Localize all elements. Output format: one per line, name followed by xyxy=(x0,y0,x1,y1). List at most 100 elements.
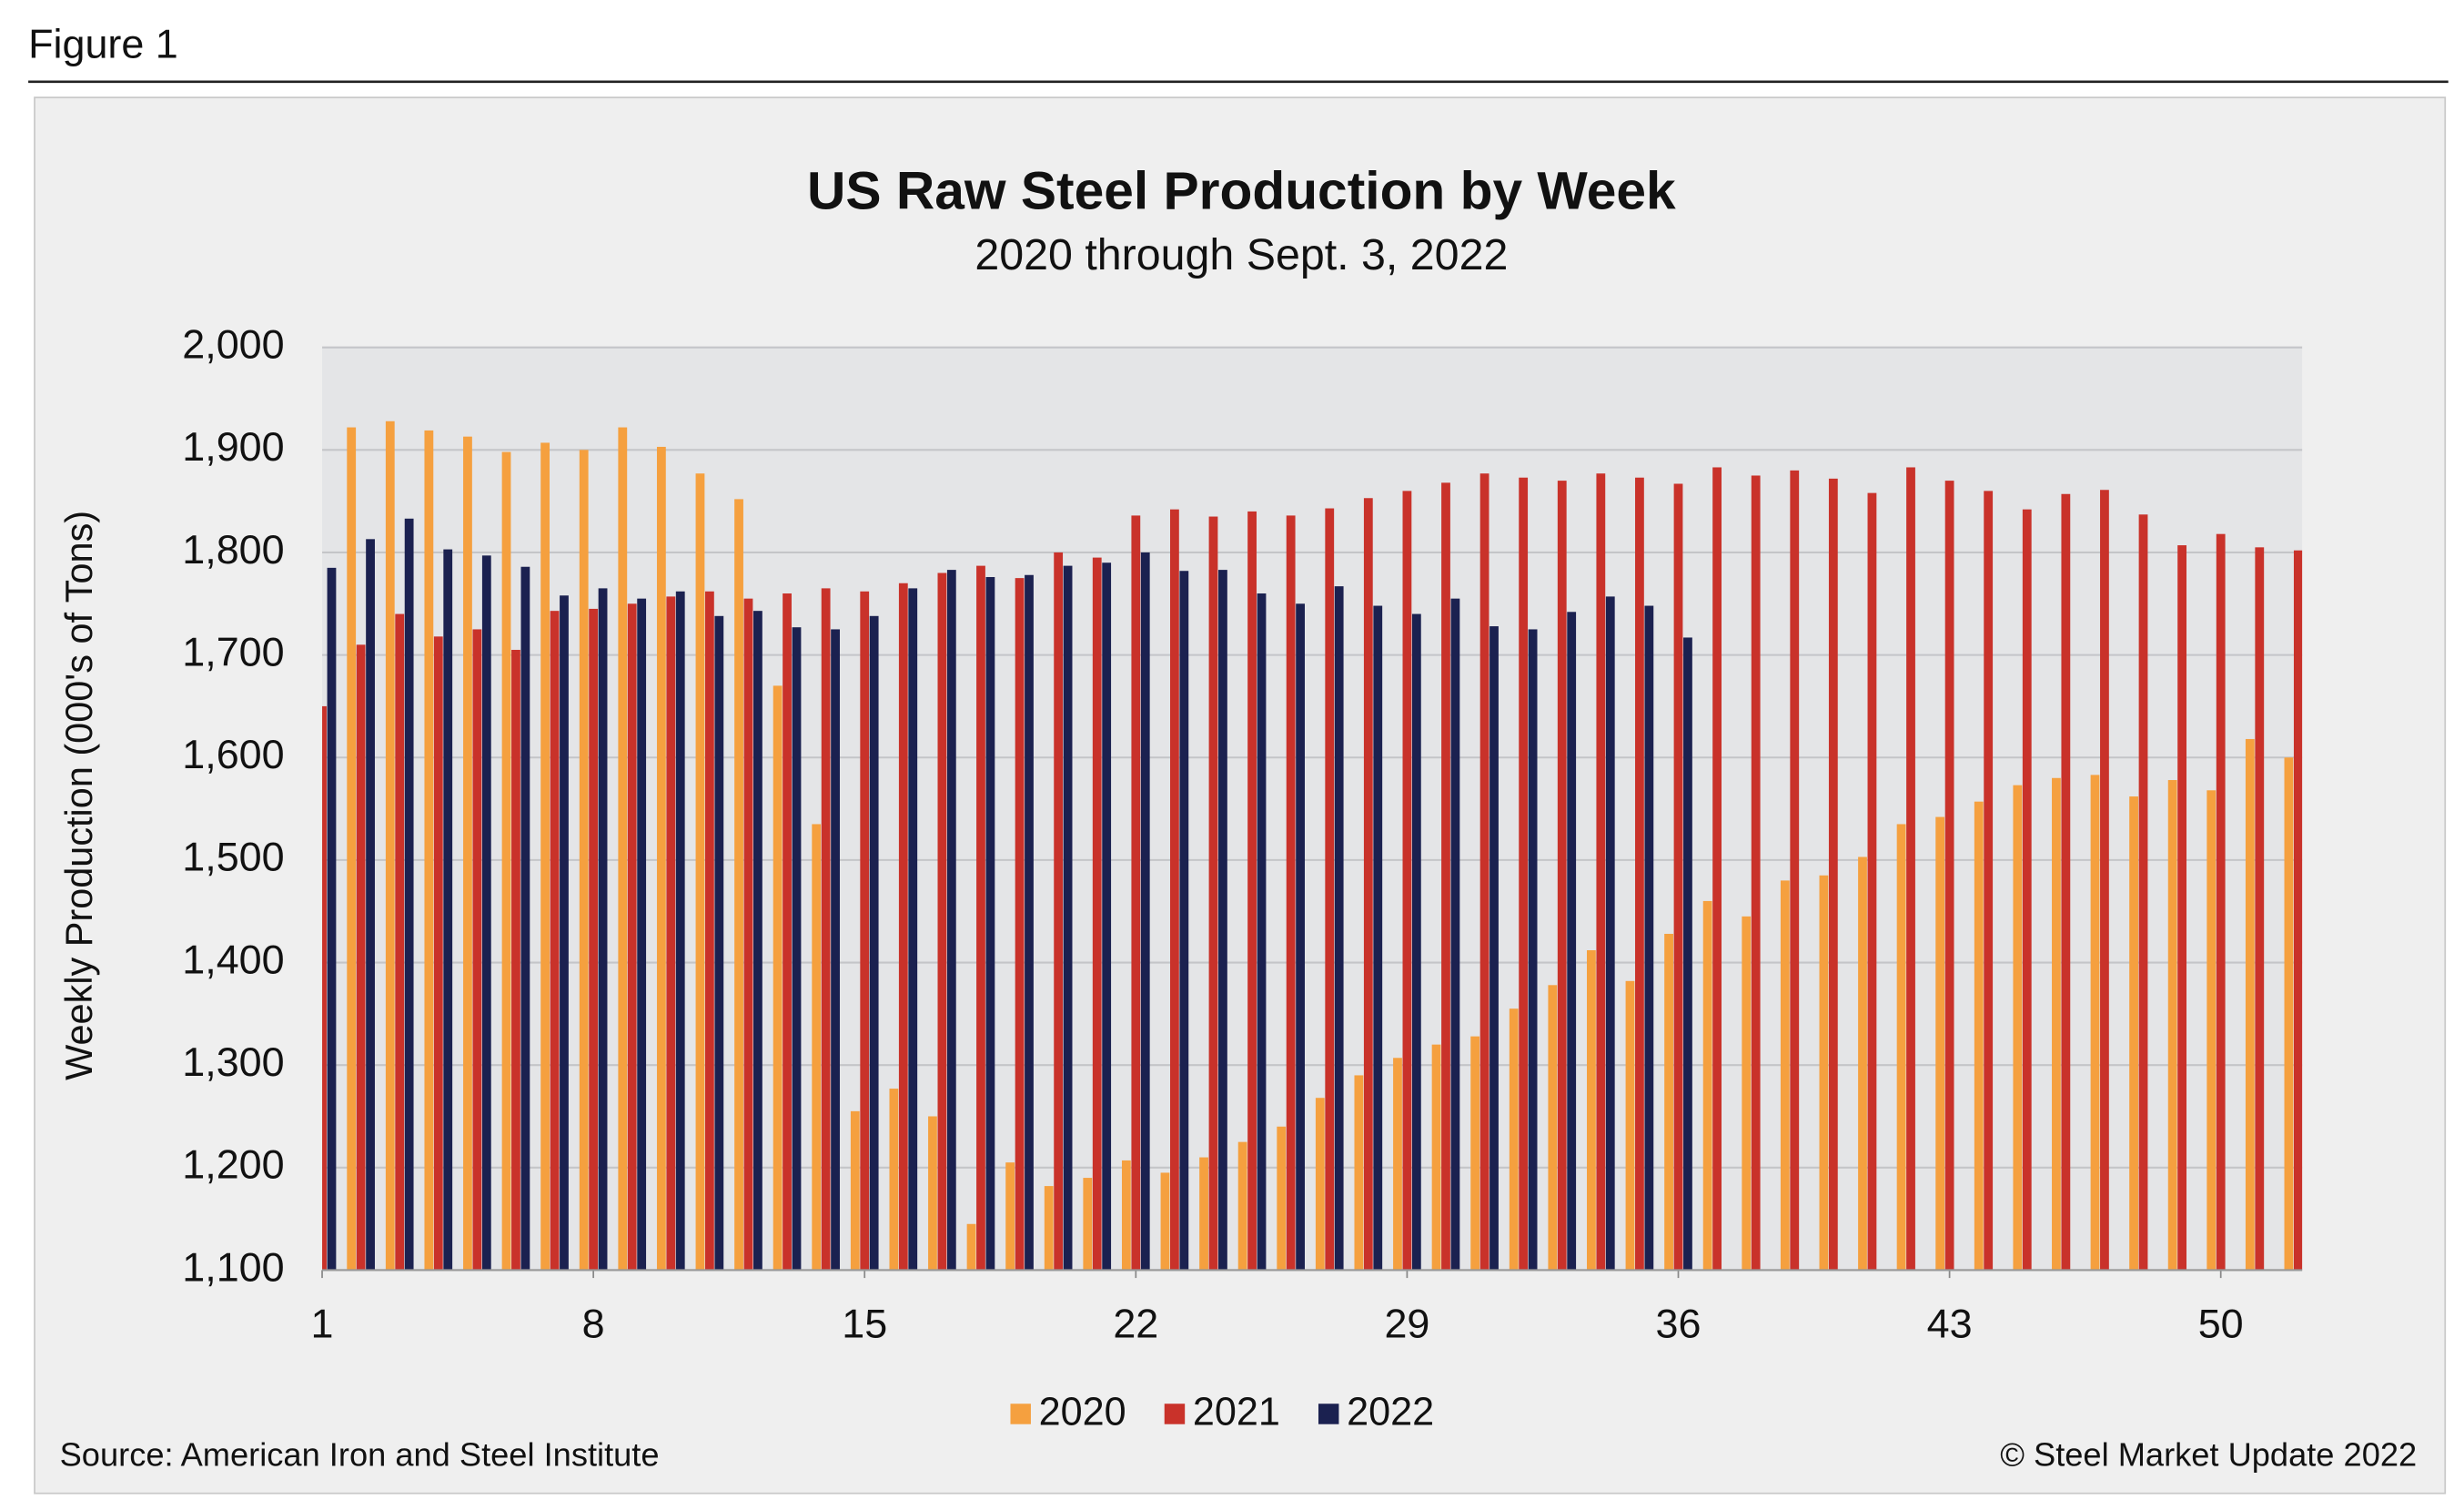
bar xyxy=(1974,801,1984,1271)
bar xyxy=(1277,1126,1287,1271)
y-tick-label: 1,400 xyxy=(182,936,284,982)
bar xyxy=(1208,516,1218,1271)
bar xyxy=(1519,477,1529,1271)
credit-note: © Steel Market Update 2022 xyxy=(2000,1436,2417,1474)
bar xyxy=(1334,586,1344,1271)
bar xyxy=(2255,547,2265,1271)
bar xyxy=(1015,578,1025,1271)
bar xyxy=(1092,557,1102,1271)
bar xyxy=(366,539,375,1271)
bar xyxy=(1984,491,1994,1271)
bar xyxy=(1083,1178,1093,1271)
bar xyxy=(1063,565,1073,1271)
bar xyxy=(1402,491,1412,1271)
bar xyxy=(1140,552,1150,1271)
bar xyxy=(2022,509,2032,1271)
x-tick-label: 15 xyxy=(842,1300,887,1346)
y-tick-label: 1,100 xyxy=(182,1243,284,1290)
bar xyxy=(773,685,783,1271)
bar xyxy=(1858,856,1867,1271)
bar xyxy=(472,629,482,1271)
bar xyxy=(1286,515,1296,1271)
bar xyxy=(1702,900,1712,1271)
bar xyxy=(1025,574,1034,1271)
bar xyxy=(443,549,453,1271)
bar xyxy=(1325,508,1335,1271)
bar xyxy=(753,611,762,1271)
bar xyxy=(1712,467,1722,1271)
bar xyxy=(1780,880,1790,1271)
x-tick-label: 43 xyxy=(1927,1300,1973,1346)
bar xyxy=(2100,490,2109,1271)
figure-label: Figure 1 xyxy=(28,21,178,67)
bar xyxy=(598,588,608,1271)
bar xyxy=(734,499,743,1271)
bar xyxy=(560,595,569,1271)
bar xyxy=(2245,738,2255,1271)
bar xyxy=(704,591,714,1271)
bar xyxy=(1528,629,1538,1271)
bar xyxy=(1896,824,1906,1271)
bar xyxy=(1470,1036,1480,1271)
bar xyxy=(1044,1186,1054,1271)
bar xyxy=(540,442,550,1271)
x-tick-label: 50 xyxy=(2198,1300,2244,1346)
bar xyxy=(1944,481,1954,1271)
bar xyxy=(1742,916,1752,1271)
y-tick-label: 1,500 xyxy=(182,834,284,880)
bar xyxy=(1906,467,1915,1271)
bar xyxy=(792,627,802,1271)
bar xyxy=(395,613,405,1271)
bar xyxy=(783,593,792,1271)
bar xyxy=(618,427,628,1271)
bar xyxy=(1247,511,1257,1271)
bar xyxy=(1751,475,1761,1271)
bar xyxy=(1160,1172,1170,1271)
bar xyxy=(743,598,753,1271)
legend-label: 2021 xyxy=(1193,1391,1280,1434)
plot-area xyxy=(322,347,2303,1271)
y-tick-label: 1,200 xyxy=(182,1141,284,1188)
bar xyxy=(1635,477,1644,1271)
y-tick-label: 1,300 xyxy=(182,1039,284,1085)
bar xyxy=(1596,473,1606,1271)
bar xyxy=(1005,1162,1015,1271)
chart-subtitle: 2020 through Sept. 3, 2022 xyxy=(974,230,1508,279)
bar xyxy=(1363,498,1373,1271)
bar xyxy=(976,565,985,1271)
bar xyxy=(1354,1075,1364,1271)
bar xyxy=(1819,875,1829,1271)
bars xyxy=(322,421,2303,1271)
bar xyxy=(627,603,637,1271)
x-tick-label: 8 xyxy=(582,1300,605,1346)
bar xyxy=(2216,533,2226,1271)
y-tick-label: 1,800 xyxy=(182,526,284,573)
bar xyxy=(908,588,918,1271)
bar xyxy=(637,598,647,1271)
bar xyxy=(1625,980,1635,1271)
bar xyxy=(1828,478,1838,1271)
bar xyxy=(2293,550,2303,1271)
x-tick-label: 22 xyxy=(1113,1300,1158,1346)
bar xyxy=(1431,1044,1441,1271)
bar xyxy=(666,596,676,1271)
bar xyxy=(2206,790,2217,1271)
bar xyxy=(1441,482,1450,1271)
bar xyxy=(1218,570,1227,1271)
bar xyxy=(1683,637,1692,1271)
bar xyxy=(520,566,530,1271)
y-tick-label: 1,700 xyxy=(182,628,284,674)
bar xyxy=(831,629,840,1271)
bar xyxy=(1790,470,1800,1271)
bar xyxy=(946,570,956,1271)
bar xyxy=(2138,514,2148,1271)
bar xyxy=(1867,492,1877,1271)
bar xyxy=(1054,552,1064,1271)
bar xyxy=(714,615,724,1271)
bar xyxy=(463,436,472,1271)
bar xyxy=(589,608,599,1271)
bar xyxy=(1257,593,1267,1271)
bar xyxy=(1509,1008,1519,1271)
axes: 1,100 1,200 1,300 1,400 1,500 1,600 1,700 1,800… xyxy=(182,321,2303,1434)
